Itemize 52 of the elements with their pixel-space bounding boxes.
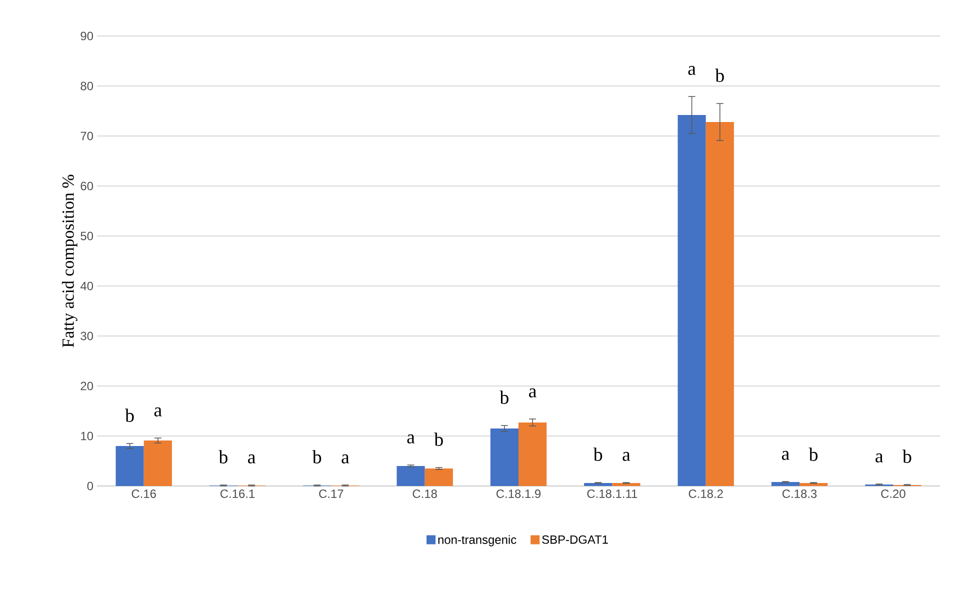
x-tick-label: C.16.1: [220, 490, 255, 498]
y-tick-label: 0: [87, 482, 94, 490]
data-label: a: [622, 452, 630, 461]
y-tick-label: 20: [80, 382, 94, 390]
y-tick-label: 70: [80, 132, 94, 140]
bar: [678, 115, 706, 486]
data-label: b: [902, 450, 912, 463]
bar: [706, 122, 734, 486]
y-tick-label: 10: [81, 432, 94, 440]
x-tick-label: C.18.1.11: [587, 490, 638, 498]
data-label: b: [500, 390, 508, 404]
legend-label: SBP-DGAT1: [542, 535, 608, 544]
y-tick-label: 50: [80, 232, 94, 240]
y-tick-label: 90: [80, 32, 94, 40]
bar: [612, 483, 640, 486]
bar: [424, 468, 453, 486]
bar: [116, 446, 144, 486]
data-label: b: [218, 450, 228, 464]
y-tick-label: 60: [80, 182, 94, 190]
data-label: a: [154, 407, 162, 416]
data-label: b: [593, 448, 602, 461]
bar: [800, 483, 828, 486]
bar: [771, 482, 800, 486]
data-label: a: [248, 454, 256, 464]
bar: [490, 428, 519, 486]
data-label: a: [782, 450, 790, 460]
x-tick-label: C.18.2: [688, 490, 723, 498]
bar: [584, 483, 612, 486]
x-tick-label: C.16: [132, 490, 156, 498]
bar: [396, 466, 425, 486]
data-label: b: [715, 68, 724, 82]
data-label: b: [125, 408, 134, 422]
data-label: b: [808, 448, 818, 461]
data-label: a: [688, 66, 696, 75]
data-label: a: [407, 434, 415, 444]
x-tick-label: C.17: [319, 490, 344, 498]
legend-label: non-transgenic: [438, 535, 516, 546]
x-tick-label: C.18.3: [782, 490, 817, 498]
x-tick-label: C.20: [881, 490, 906, 498]
data-label: b: [434, 432, 443, 446]
data-label: a: [342, 454, 350, 464]
x-tick-label: C.18.1.9: [496, 490, 541, 498]
bar: [518, 422, 547, 486]
y-axis-title: Fatty acid composition %: [62, 174, 78, 348]
y-tick-label: 40: [80, 282, 94, 290]
data-label: a: [529, 388, 536, 398]
data-label: b: [312, 450, 322, 464]
y-tick-label: 30: [80, 332, 94, 340]
bar: [144, 440, 172, 486]
y-tick-label: 80: [80, 82, 94, 90]
data-label: a: [876, 453, 884, 462]
x-tick-label: C.18: [412, 490, 437, 498]
